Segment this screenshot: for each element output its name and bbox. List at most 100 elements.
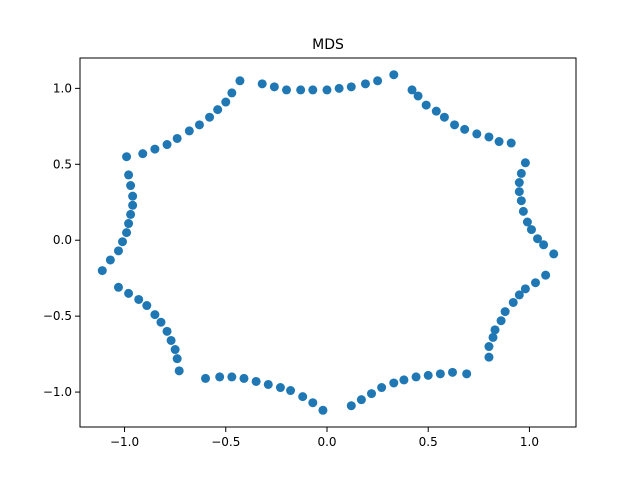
point: [281, 85, 291, 95]
point: [150, 310, 160, 320]
point: [490, 325, 500, 335]
point: [124, 170, 134, 180]
point: [373, 76, 383, 86]
point: [286, 386, 296, 396]
point: [128, 191, 138, 201]
point: [194, 120, 204, 130]
point: [514, 178, 524, 188]
point: [541, 270, 551, 280]
chart-title: MDS: [312, 37, 344, 53]
point: [126, 209, 136, 219]
point: [172, 133, 182, 143]
point: [201, 373, 211, 383]
point: [520, 158, 530, 168]
point: [184, 126, 194, 136]
point: [407, 85, 417, 95]
point: [506, 138, 516, 148]
point: [494, 137, 504, 147]
point: [539, 240, 549, 250]
point: [269, 82, 279, 92]
point: [411, 372, 421, 382]
point: [113, 282, 123, 292]
point: [533, 234, 543, 244]
point: [318, 405, 328, 415]
x-tick-label: 0.0: [317, 435, 336, 449]
point: [413, 91, 423, 101]
y-tick-label: −0.5: [43, 309, 72, 323]
point: [213, 105, 223, 115]
point: [500, 307, 510, 317]
point: [431, 106, 441, 116]
point: [298, 392, 308, 402]
point: [435, 369, 445, 379]
point: [516, 168, 526, 178]
point: [484, 352, 494, 362]
point: [275, 383, 285, 393]
point: [549, 249, 559, 259]
point: [360, 79, 370, 89]
point: [484, 342, 494, 352]
point: [448, 367, 458, 377]
plot-frame: [79, 57, 577, 428]
point: [421, 100, 431, 110]
point: [460, 124, 470, 134]
point: [174, 366, 184, 376]
point: [450, 120, 460, 130]
point: [308, 85, 318, 95]
point: [356, 395, 366, 405]
point: [322, 85, 332, 95]
point: [172, 354, 182, 364]
point: [334, 83, 344, 93]
point: [138, 149, 148, 159]
point: [251, 376, 261, 386]
point: [162, 140, 172, 150]
point: [531, 278, 541, 288]
point: [462, 369, 472, 379]
point: [484, 132, 494, 142]
point: [124, 219, 134, 229]
x-tick-label: 1.0: [520, 435, 539, 449]
y-tick-label: −1.0: [43, 385, 72, 399]
point: [389, 70, 399, 80]
point: [377, 383, 387, 393]
point: [496, 316, 506, 326]
point: [227, 372, 237, 382]
point: [508, 297, 518, 307]
point: [516, 196, 526, 206]
point: [367, 389, 377, 399]
point: [128, 200, 138, 210]
point: [221, 97, 231, 107]
point: [520, 284, 530, 294]
point: [389, 378, 399, 388]
point: [423, 370, 433, 380]
point: [215, 372, 225, 382]
point: [296, 85, 306, 95]
y-tick-label: 0.5: [53, 157, 72, 171]
point: [105, 255, 115, 265]
point: [134, 294, 144, 304]
point: [439, 112, 449, 122]
point: [150, 144, 160, 154]
point: [122, 152, 132, 162]
x-tick-label: −0.5: [211, 435, 240, 449]
y-tick-label: 0.0: [53, 233, 72, 247]
point: [118, 237, 128, 247]
x-tick-label: −1.0: [110, 435, 139, 449]
point: [522, 217, 532, 227]
y-tick-label: 1.0: [53, 81, 72, 95]
point: [142, 301, 152, 311]
point: [124, 288, 134, 298]
point: [97, 266, 107, 276]
point: [263, 379, 273, 389]
point: [162, 326, 172, 336]
point: [122, 228, 132, 238]
point: [399, 375, 409, 385]
point: [514, 290, 524, 300]
point: [126, 181, 136, 191]
point: [488, 332, 498, 342]
point: [205, 112, 215, 122]
point: [227, 88, 237, 98]
point: [526, 225, 536, 235]
point: [308, 398, 318, 408]
point: [170, 345, 180, 355]
